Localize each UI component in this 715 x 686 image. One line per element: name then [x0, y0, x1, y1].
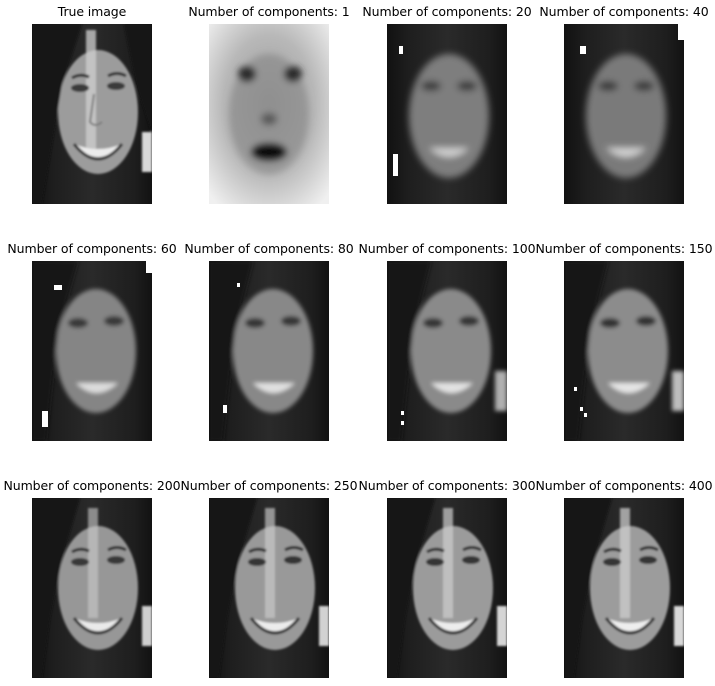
- face-photo: [32, 24, 152, 204]
- panel-title: Number of components: 1: [188, 4, 350, 19]
- mean-face-image: [209, 24, 329, 204]
- panel-title: Number of components: 20: [362, 4, 532, 19]
- panel-components-60: Number of components: 60: [3, 239, 181, 449]
- panel-title: Number of components: 80: [184, 241, 354, 256]
- panel-title: Number of components: 250: [180, 478, 358, 493]
- reconstructed-face-image: [564, 24, 684, 204]
- panel-components-80: Number of components: 80: [180, 239, 358, 449]
- reconstructed-face-image: [387, 498, 507, 678]
- panel-components-150: Number of components: 150: [535, 239, 713, 449]
- panel-components-100: Number of components: 100: [358, 239, 536, 449]
- reconstructed-face-image: [387, 24, 507, 204]
- panel-components-40: Number of components: 40: [535, 2, 713, 212]
- panel-title: Number of components: 200: [3, 478, 181, 493]
- panel-title: Number of components: 40: [539, 4, 709, 19]
- panel-title: Number of components: 150: [535, 241, 713, 256]
- reconstructed-face-image: [209, 261, 329, 441]
- panel-title: Number of components: 60: [7, 241, 177, 256]
- reconstructed-face-image: [32, 261, 152, 441]
- reconstructed-face-image: [564, 261, 684, 441]
- reconstructed-face-image: [564, 498, 684, 678]
- panel-components-20: Number of components: 20: [358, 2, 536, 212]
- panel-title: Number of components: 400: [535, 478, 713, 493]
- panel-title: True image: [57, 4, 127, 19]
- panel-components-400: Number of components: 400: [535, 476, 713, 686]
- panel-components-300: Number of components: 300: [358, 476, 536, 686]
- panel-title: Number of components: 100: [358, 241, 536, 256]
- panel-components-250: Number of components: 250: [180, 476, 358, 686]
- panel-true-image: True image: [3, 2, 181, 212]
- panel-components-1: Number of components: 1: [180, 2, 358, 212]
- reconstructed-face-image: [387, 261, 507, 441]
- panel-title: Number of components: 300: [358, 478, 536, 493]
- reconstructed-face-image: [32, 498, 152, 678]
- panel-components-200: Number of components: 200: [3, 476, 181, 686]
- reconstructed-face-image: [209, 498, 329, 678]
